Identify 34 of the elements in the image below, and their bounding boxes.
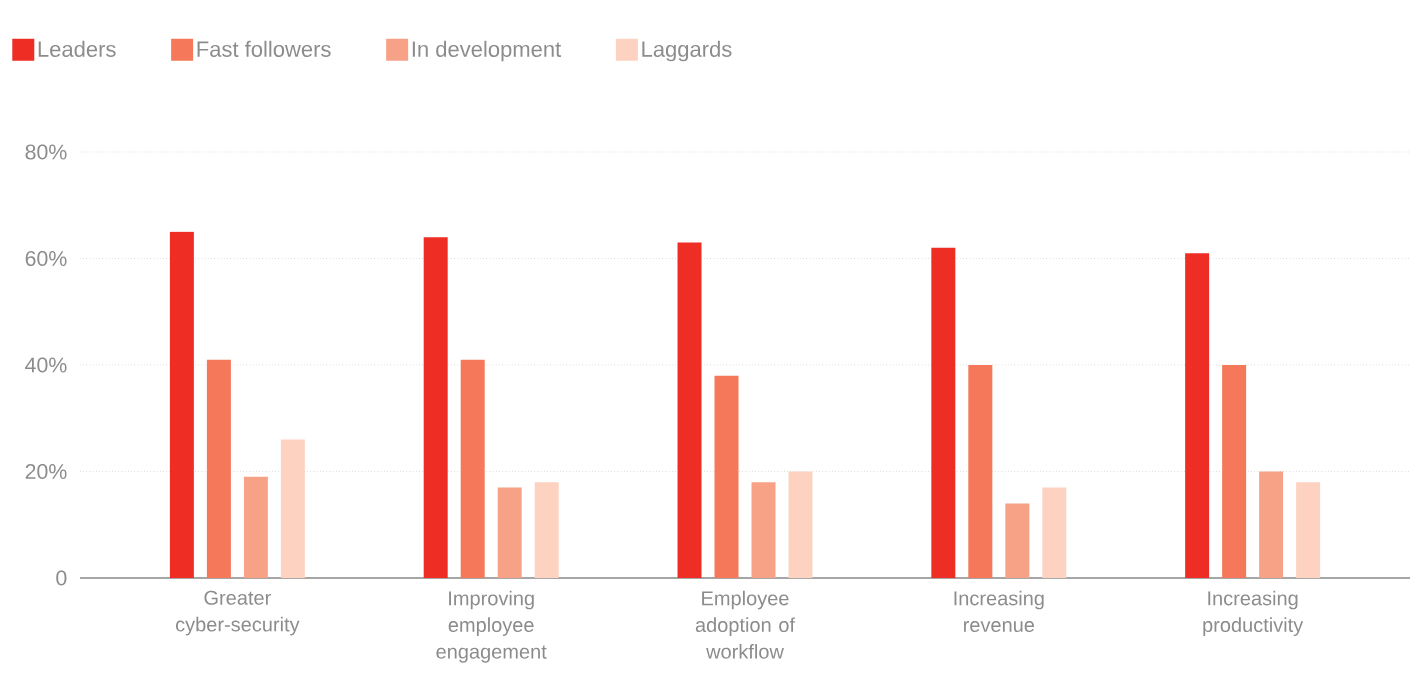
legend-label: Leaders <box>38 40 116 57</box>
bar <box>206 359 231 578</box>
y-tick-label: 40% <box>25 357 67 373</box>
bar <box>677 242 702 578</box>
x-tick-label: Greater cyber-security <box>176 590 300 636</box>
y-tick-label: 0 <box>56 570 67 586</box>
bar <box>1222 364 1247 578</box>
bar <box>968 364 993 578</box>
bar <box>460 359 485 578</box>
bar <box>1005 503 1030 578</box>
y-tick-label: 80% <box>25 144 67 160</box>
legend-label: Laggards <box>642 40 732 62</box>
bar <box>243 476 268 578</box>
bar <box>1296 482 1321 578</box>
x-tick-label: Increasing revenue <box>954 590 1044 633</box>
bar <box>788 471 813 578</box>
bar <box>751 482 776 578</box>
bar <box>169 231 194 578</box>
bar <box>1259 471 1284 578</box>
y-tick-label: 60% <box>25 250 67 267</box>
bar <box>534 482 559 578</box>
y-tick-label: 20% <box>25 463 67 480</box>
bar <box>497 487 522 578</box>
bar <box>423 237 448 578</box>
bar <box>714 375 739 578</box>
legend-label: In development <box>412 40 562 62</box>
bar <box>280 439 305 578</box>
x-tick-label: Increasing productivity <box>1203 590 1304 636</box>
bar <box>931 247 956 578</box>
x-tick-label: Employee adoption of workflow <box>695 590 796 659</box>
x-tick-label: Improving employee engagement <box>436 590 547 663</box>
bar <box>1042 487 1067 578</box>
legend-label: Fast followers <box>197 40 331 57</box>
bar <box>1185 253 1210 578</box>
